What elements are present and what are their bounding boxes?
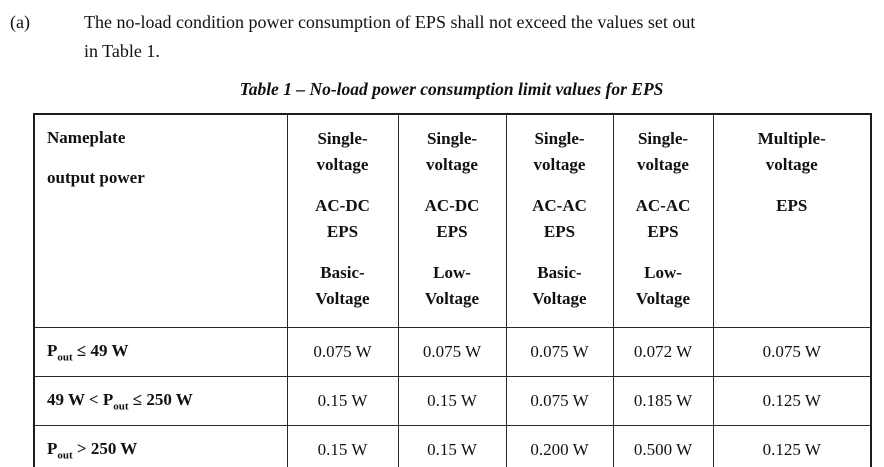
row-label-text: ≤ 250 W <box>128 389 193 409</box>
header-line: Basic- <box>320 263 365 282</box>
header-line: EPS <box>776 196 808 215</box>
row-label: 49 W < Pout ≤ 250 W <box>33 376 288 426</box>
header-type-group: Single- voltage <box>507 126 613 178</box>
row-label-text: P <box>47 340 58 360</box>
row-label-subscript: out <box>57 351 73 364</box>
corner-header-cell: Nameplate output power <box>33 113 288 328</box>
row-label-text: ≤ 49 W <box>72 340 129 360</box>
clause-text-line-2: in Table 1. <box>84 41 160 61</box>
row-label-subscript: out <box>57 448 73 461</box>
header-voltage-group: Low- Voltage <box>614 260 713 312</box>
table-caption: Table 1 – No-load power consumption limi… <box>239 79 664 99</box>
row-label-text: 49 W < P <box>47 389 114 409</box>
value-cell: 0.075 W <box>286 327 399 377</box>
header-line: Voltage <box>635 289 691 308</box>
header-line: voltage <box>637 155 689 174</box>
table-row-49-lt-pout-le-250: 49 W < Pout ≤ 250 W 0.15 W 0.15 W 0.075 … <box>33 376 872 426</box>
corner-header-line-1: Nameplate <box>47 128 126 147</box>
header-line: AC-AC <box>635 196 691 215</box>
header-line: voltage <box>765 155 818 174</box>
value-cell: 0.500 W <box>612 425 714 467</box>
clause-text-line-1: The no-load condition power consumption … <box>84 12 696 32</box>
table-row-pout-gt-250: Pout > 250 W 0.15 W 0.15 W 0.200 W 0.500… <box>33 425 872 467</box>
header-line: AC-DC <box>315 196 370 215</box>
column-header-ac-dc-low: Single- voltage AC-DC EPS Low- Voltage <box>397 113 507 328</box>
header-class-group: AC-AC EPS <box>507 193 613 245</box>
column-header-ac-ac-basic: Single- voltage AC-AC EPS Basic- Voltage <box>505 113 614 328</box>
row-label-text: P <box>47 438 58 458</box>
header-line: EPS <box>543 222 576 241</box>
header-class-group: AC-DC EPS <box>399 193 506 245</box>
header-line: EPS <box>647 222 679 241</box>
column-header-ac-ac-low: Single- voltage AC-AC EPS Low- Voltage <box>612 113 714 328</box>
header-line: EPS <box>326 222 359 241</box>
header-row: Nameplate output power Single- voltage A… <box>33 113 872 328</box>
clause-text: The no-load condition power consumption … <box>84 8 695 66</box>
header-line: Multiple- <box>757 129 826 148</box>
header-class-group: AC-AC EPS <box>614 193 713 245</box>
header-line: Low- <box>433 263 471 282</box>
eps-no-load-limits-table: Nameplate output power Single- voltage A… <box>33 113 872 467</box>
header-voltage-group: Basic- Voltage <box>288 260 398 312</box>
value-cell: 0.125 W <box>712 425 872 467</box>
clause-a: (a) The no-load condition power consumpt… <box>0 8 884 66</box>
value-cell: 0.15 W <box>286 376 399 426</box>
clause-label: (a) <box>10 12 30 32</box>
corner-header-line-2: output power <box>47 168 145 187</box>
header-line: Low- <box>644 263 682 282</box>
value-cell: 0.15 W <box>397 376 507 426</box>
header-line: EPS <box>436 222 468 241</box>
value-cell: 0.185 W <box>612 376 714 426</box>
header-voltage-group: Low- Voltage <box>399 260 506 312</box>
value-cell: 0.15 W <box>286 425 399 467</box>
header-type-group: Multiple- voltage <box>714 126 871 178</box>
header-line: voltage <box>316 155 369 174</box>
header-line: voltage <box>533 155 586 174</box>
header-line: Single- <box>637 129 689 148</box>
value-cell: 0.075 W <box>505 327 614 377</box>
header-line: Voltage <box>532 289 587 308</box>
row-label: Pout > 250 W <box>33 425 288 467</box>
header-type-group: Single- voltage <box>288 126 398 178</box>
header-line: Single- <box>426 129 478 148</box>
header-line: Single- <box>317 129 368 148</box>
header-line: AC-DC <box>424 196 480 215</box>
column-header-ac-dc-basic: Single- voltage AC-DC EPS Basic- Voltage <box>286 113 399 328</box>
header-class-group: EPS <box>714 193 871 219</box>
header-voltage-group: Basic- Voltage <box>507 260 613 312</box>
row-label-text: > 250 W <box>72 438 138 458</box>
header-line: Basic- <box>537 263 582 282</box>
value-cell: 0.125 W <box>712 376 872 426</box>
header-line: voltage <box>426 155 478 174</box>
row-label: Pout ≤ 49 W <box>33 327 288 377</box>
header-class-group: AC-DC EPS <box>288 193 398 245</box>
value-cell: 0.075 W <box>397 327 507 377</box>
header-line: AC-AC <box>532 196 587 215</box>
value-cell: 0.072 W <box>612 327 714 377</box>
column-header-multiple-voltage: Multiple- voltage EPS <box>712 113 872 328</box>
value-cell: 0.15 W <box>397 425 507 467</box>
row-label-subscript: out <box>113 400 129 413</box>
table-row-pout-le-49: Pout ≤ 49 W 0.075 W 0.075 W 0.075 W 0.07… <box>33 327 872 377</box>
header-line: Voltage <box>315 289 370 308</box>
header-line: Voltage <box>424 289 480 308</box>
value-cell: 0.075 W <box>505 376 614 426</box>
header-type-group: Single- voltage <box>399 126 506 178</box>
value-cell: 0.075 W <box>712 327 872 377</box>
table-caption-row: Table 1 – No-load power consumption limi… <box>33 79 870 100</box>
header-type-group: Single- voltage <box>614 126 713 178</box>
value-cell: 0.200 W <box>505 425 614 467</box>
header-line: Single- <box>534 129 585 148</box>
